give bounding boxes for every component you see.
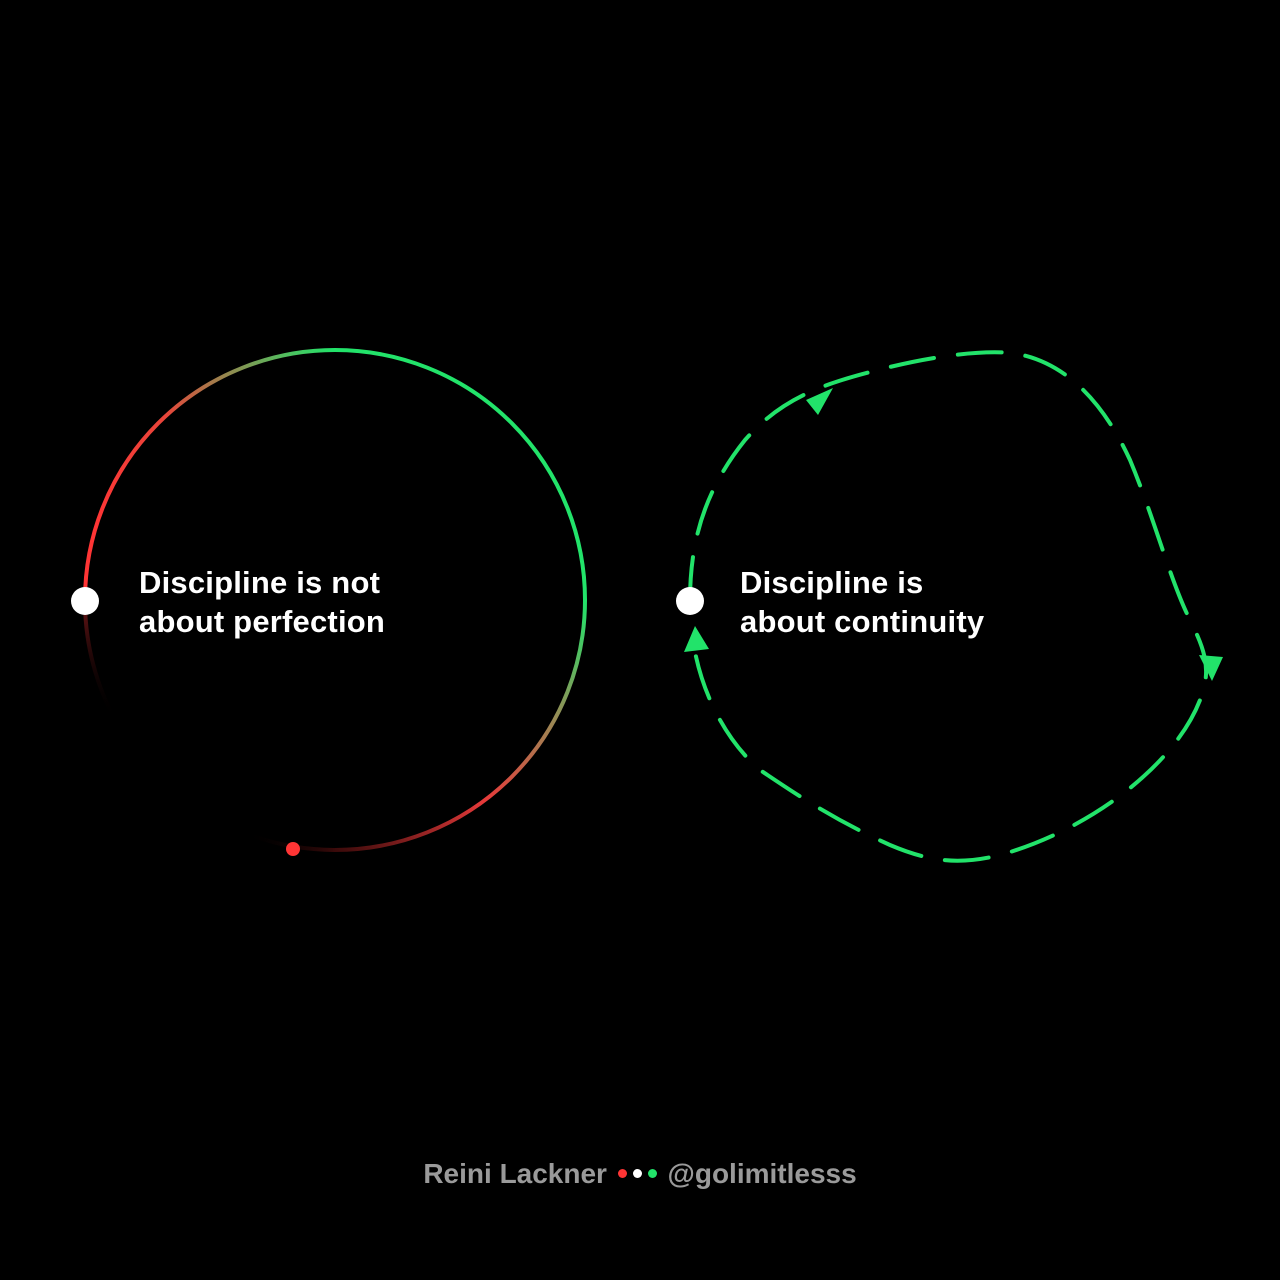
arrow-up-icon bbox=[684, 626, 709, 652]
arrow-up-right-icon bbox=[806, 388, 833, 415]
continuity-loop bbox=[676, 350, 1223, 863]
ring-arc-left-fade bbox=[82, 599, 120, 726]
social-handle: @golimitlesss bbox=[667, 1158, 857, 1189]
author-name: Reini Lackner bbox=[423, 1158, 607, 1189]
footer-credit: Reini Lackner @golimitlesss bbox=[0, 1158, 1280, 1190]
caption-continuity-line2: about continuity bbox=[740, 604, 985, 639]
perfection-ring bbox=[71, 348, 587, 856]
loop-dashed-path bbox=[688, 350, 1208, 863]
red-dot-icon bbox=[617, 1169, 627, 1179]
ring-arc-top-left bbox=[83, 348, 337, 602]
ring-break-dot bbox=[286, 842, 300, 856]
arrow-down-icon bbox=[1199, 655, 1223, 681]
caption-perfection-line2: about perfection bbox=[139, 604, 386, 639]
caption-continuity: Discipline is about continuity bbox=[740, 563, 984, 641]
caption-perfection: Discipline is not about perfection bbox=[139, 563, 385, 641]
ring-start-node bbox=[71, 587, 99, 615]
green-dot-icon bbox=[647, 1169, 657, 1179]
ring-arc-top-right bbox=[333, 348, 587, 602]
caption-continuity-line1: Discipline is bbox=[740, 565, 924, 600]
loop-start-node bbox=[676, 587, 704, 615]
ring-arc-bottom-right bbox=[333, 598, 587, 852]
white-dot-icon bbox=[632, 1169, 642, 1179]
caption-perfection-line1: Discipline is not bbox=[139, 565, 381, 600]
